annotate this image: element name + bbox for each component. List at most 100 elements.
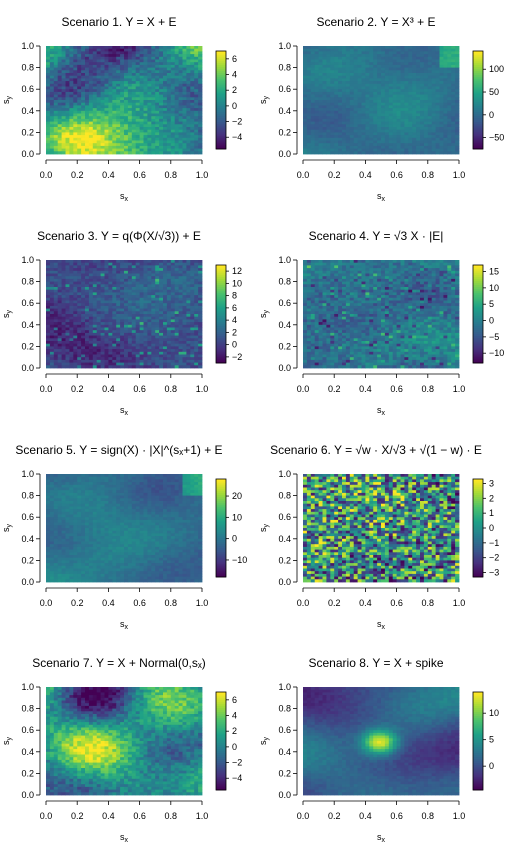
heatmap-cell [139,59,144,63]
heatmap-cell [73,70,78,74]
heatmap-cell [303,70,308,74]
heatmap-cell [423,105,429,109]
heatmap-cell [143,89,148,93]
heatmap-cell [69,137,74,141]
heatmap-cell [155,145,160,149]
heatmap-cell [108,349,113,353]
heatmap-cell [151,116,156,120]
heatmap-cell [61,81,66,85]
heatmap-cell [73,268,78,272]
heatmap-cell [416,75,421,79]
heatmap-cell [104,287,109,291]
heatmap-cell [131,56,137,60]
heatmap-cell [166,129,172,133]
heatmap-cell [373,46,378,50]
heatmap-cell [443,78,448,82]
heatmap-cell [147,75,152,79]
heatmap-cell [143,113,148,117]
heatmap-cell [159,140,164,144]
heatmap-cell [143,70,148,74]
heatmap-cell [322,140,327,144]
heatmap-cell [104,349,109,353]
heatmap-cell [330,89,335,93]
heatmap-cell [186,349,191,353]
heatmap-cell [388,145,394,149]
heatmap-cell [427,64,433,68]
heatmap-cell [116,54,121,58]
heatmap-cell [381,100,386,104]
heatmap-cell [306,59,312,63]
heatmap-cell [131,51,137,55]
heatmap-cell [49,295,55,299]
heatmap-cell [85,143,90,147]
heatmap-cell [349,62,355,66]
heatmap-cell [439,86,444,90]
heatmap-cell [182,48,187,52]
heatmap-cell [400,59,405,63]
heatmap-cell [408,124,413,128]
heatmap-cell [124,54,129,58]
heatmap-cell [400,100,405,104]
heatmap-cell [92,346,98,350]
heatmap-cell [159,113,164,117]
heatmap-cell [349,132,355,136]
colorbar-step [216,72,226,75]
heatmap-cell [451,124,456,128]
heatmap-cell [334,118,339,122]
heatmap-cell [108,295,113,299]
heatmap-cell [46,124,51,128]
heatmap-cell [53,276,59,280]
heatmap-cell [190,91,195,95]
heatmap-cell [155,135,160,139]
heatmap-cell [322,127,327,131]
heatmap-cell [100,100,105,104]
heatmap-cell [178,75,183,79]
heatmap-cell [186,305,191,309]
heatmap-cell [455,91,460,95]
heatmap-cell [435,137,440,141]
heatmap-cell [100,349,105,353]
heatmap-cell [108,145,113,149]
heatmap-cell [135,127,140,131]
heatmap-cell [100,297,105,301]
heatmap-cell [81,332,86,336]
heatmap-cell [124,102,129,106]
heatmap-cell [170,94,176,98]
heatmap-cell [49,129,55,133]
heatmap-cell [92,148,98,152]
heatmap-cell [81,97,86,101]
heatmap-cell [49,324,55,328]
heatmap-cell [65,148,70,152]
heatmap-cell [166,83,172,87]
heatmap-cell [81,300,86,304]
heatmap-cell [400,135,405,139]
colorbar-step [473,129,483,132]
heatmap-cell [322,46,327,50]
heatmap-cell [178,297,183,301]
heatmap-cell [65,105,70,109]
heatmap-cell [104,67,109,71]
heatmap-cell [330,75,335,79]
heatmap-cell [85,362,90,366]
heatmap-cell [174,113,179,117]
heatmap-cell [124,89,129,93]
heatmap-cell [135,297,140,301]
heatmap-cell [112,102,117,106]
heatmap-cell [100,273,105,277]
heatmap-cell [384,124,390,128]
heatmap-cell [92,129,98,133]
heatmap-cell [151,359,156,363]
heatmap-cell [96,305,101,309]
heatmap-cell [61,108,66,112]
y-tick-label: 0.8 [278,63,291,73]
heatmap-cell [361,116,366,120]
heatmap-cell [85,54,90,58]
heatmap-cell [108,48,113,52]
heatmap-cell [65,300,70,304]
heatmap-cell [353,135,358,139]
heatmap-cell [190,284,195,288]
heatmap-cell [182,295,187,299]
heatmap-cell [124,127,129,131]
heatmap-cell [108,341,113,345]
heatmap-cell [194,137,199,141]
